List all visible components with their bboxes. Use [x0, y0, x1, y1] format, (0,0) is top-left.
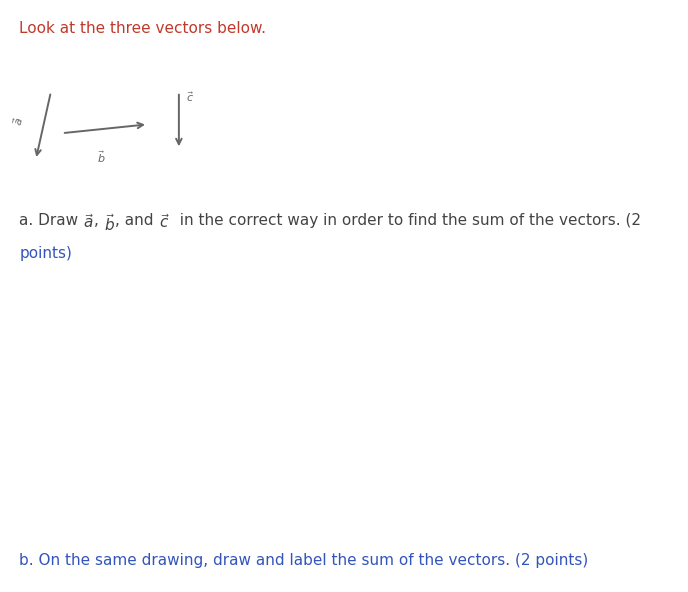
Text: $\vec{b}$: $\vec{b}$: [98, 149, 106, 165]
Text: b. On the same drawing, draw and label the sum of the vectors. (2 points): b. On the same drawing, draw and label t…: [19, 554, 588, 568]
Text: $\vec{c}$: $\vec{c}$: [186, 90, 194, 104]
Text: $\vec{c}$: $\vec{c}$: [159, 213, 169, 231]
Text: Look at the three vectors below.: Look at the three vectors below.: [19, 21, 266, 36]
Text: in the correct way in order to find the sum of the vectors. (2: in the correct way in order to find the …: [169, 213, 641, 228]
Text: $\vec{a}$: $\vec{a}$: [10, 115, 26, 127]
Text: a. Draw: a. Draw: [19, 213, 83, 228]
Text: , and: , and: [116, 213, 159, 228]
Text: points): points): [19, 246, 72, 260]
Text: $\vec{b}$: $\vec{b}$: [104, 213, 116, 234]
Text: ,: ,: [94, 213, 104, 228]
Text: $\vec{a}$: $\vec{a}$: [83, 213, 94, 231]
